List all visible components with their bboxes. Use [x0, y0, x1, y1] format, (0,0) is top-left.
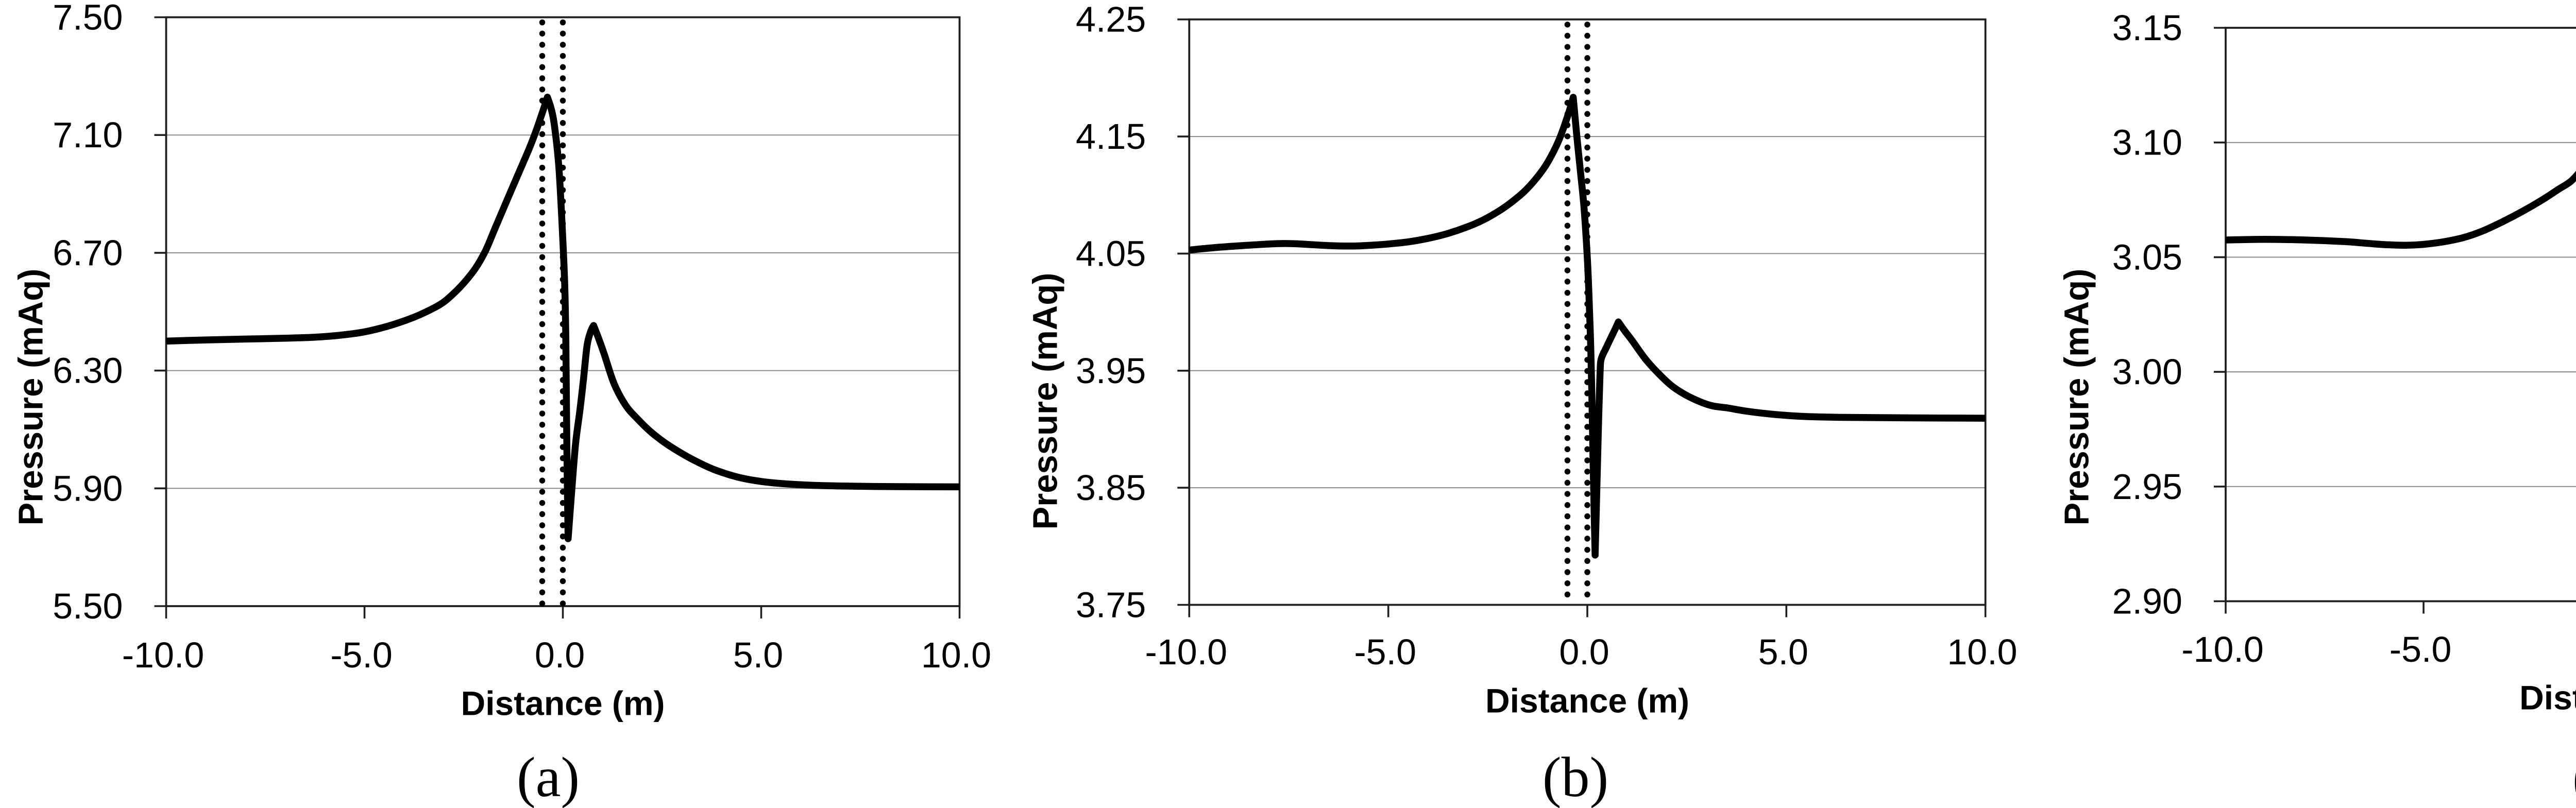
svg-text:-5.0: -5.0	[2389, 629, 2452, 669]
svg-text:Pressure (mAq): Pressure (mAq)	[2058, 269, 2096, 526]
svg-text:5.50: 5.50	[53, 586, 123, 626]
svg-text:4.05: 4.05	[1076, 233, 1146, 273]
svg-text:10.0: 10.0	[1947, 632, 2017, 672]
svg-text:3.95: 3.95	[1076, 351, 1146, 391]
svg-text:2.90: 2.90	[2112, 581, 2182, 622]
svg-text:-5.0: -5.0	[330, 635, 393, 675]
svg-text:0.0: 0.0	[1559, 632, 1609, 672]
svg-text:3.05: 3.05	[2112, 237, 2182, 277]
svg-text:7.10: 7.10	[53, 115, 123, 155]
svg-text:3.00: 3.00	[2112, 352, 2182, 392]
svg-text:7.50: 7.50	[53, 0, 123, 38]
svg-text:Distance (m): Distance (m)	[1485, 682, 1689, 720]
svg-text:(c): (c)	[2572, 746, 2576, 808]
svg-text:6.70: 6.70	[53, 233, 123, 273]
svg-text:5.0: 5.0	[733, 635, 783, 675]
svg-text:-10.0: -10.0	[2181, 629, 2264, 669]
svg-text:2.95: 2.95	[2112, 467, 2182, 507]
svg-text:Pressure (mAq): Pressure (mAq)	[12, 269, 50, 526]
svg-text:-5.0: -5.0	[1354, 632, 1416, 672]
svg-text:0.0: 0.0	[535, 635, 585, 675]
svg-text:Distance (m): Distance (m)	[2519, 679, 2576, 717]
svg-text:4.25: 4.25	[1076, 0, 1146, 40]
svg-text:-10.0: -10.0	[1145, 632, 1228, 672]
svg-text:6.30: 6.30	[53, 351, 123, 391]
svg-text:3.75: 3.75	[1076, 585, 1146, 625]
svg-text:3.10: 3.10	[2112, 123, 2182, 163]
svg-text:(a): (a)	[517, 746, 580, 808]
svg-text:10.0: 10.0	[921, 635, 991, 675]
svg-text:Pressure (mAq): Pressure (mAq)	[1026, 273, 1065, 530]
svg-text:3.85: 3.85	[1076, 468, 1146, 508]
svg-text:5.90: 5.90	[53, 468, 123, 508]
svg-text:-10.0: -10.0	[122, 635, 205, 675]
svg-text:4.15: 4.15	[1076, 116, 1146, 157]
svg-text:3.15: 3.15	[2112, 8, 2182, 48]
svg-text:(b): (b)	[1543, 746, 1608, 808]
svg-text:5.0: 5.0	[1758, 632, 1808, 672]
svg-text:Distance (m): Distance (m)	[461, 684, 665, 723]
